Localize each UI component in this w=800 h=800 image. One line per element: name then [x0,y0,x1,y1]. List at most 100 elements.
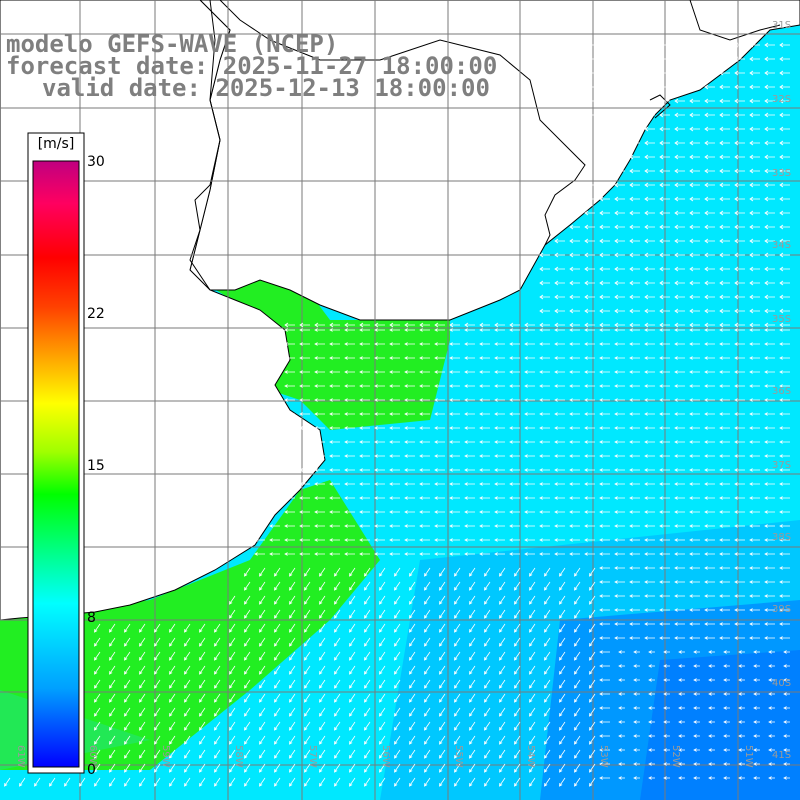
wind-arrow [674,328,685,332]
wind-arrow [614,294,625,300]
wind-arrow [599,412,610,416]
longitude-label: 56W [380,745,391,768]
wind-arrow [244,693,251,703]
wind-arrow [738,692,745,696]
wind-arrow [394,777,401,787]
wind-arrow [753,678,760,682]
wind-arrow [764,56,775,62]
wind-arrow [469,623,476,633]
wind-arrow [768,706,775,710]
wind-arrow [734,126,745,132]
wind-arrow [584,238,595,244]
wind-arrow [764,356,775,360]
wind-arrow [574,749,581,759]
wind-arrow [674,112,685,118]
wind-arrow [389,384,400,388]
wind-arrow [314,524,325,528]
wind-arrow [509,342,520,346]
wind-arrow [734,510,745,514]
wind-arrow [783,706,790,710]
wind-arrow [719,112,730,118]
wind-arrow [689,210,700,216]
wind-arrow [644,594,655,598]
wind-arrow [344,398,355,402]
wind-arrow [779,112,790,118]
wind-arrow [434,454,445,458]
wind-arrow [599,112,610,118]
wind-arrow [299,370,310,374]
wind-arrow [644,552,655,556]
wind-arrow [559,693,566,703]
wind-arrow [304,721,311,731]
wind-arrow [719,56,730,62]
wind-arrow [64,777,71,787]
wind-arrow [449,412,460,416]
wind-arrow [499,651,506,661]
wind-arrow [449,496,460,500]
wind-arrow [524,398,535,402]
wind-arrow [299,468,310,472]
wind-arrow [599,454,610,458]
wind-arrow [319,763,326,773]
wind-arrow [424,665,431,675]
wind-arrow [569,510,580,514]
wind-arrow [139,651,146,661]
wind-arrow [289,679,296,689]
wind-arrow [349,623,356,633]
wind-arrow [464,524,475,528]
wind-arrow [299,412,310,416]
wind-arrow [389,412,400,416]
wind-arrow [469,609,476,619]
wind-arrow [109,777,116,787]
wind-arrow [674,308,685,314]
wind-arrow [109,693,116,703]
wind-arrow [629,580,640,584]
wind-arrow [584,294,595,300]
wind-arrow [154,679,161,689]
wind-arrow [719,168,730,174]
wind-arrow [689,384,700,388]
wind-arrow [584,266,595,272]
wind-arrow [454,567,461,577]
wind-arrow [693,664,700,668]
wind-arrow [599,566,610,570]
wind-arrow [539,468,550,472]
wind-arrow [659,70,670,76]
wind-arrow [589,609,596,619]
wind-arrow [529,567,536,577]
wind-arrow [214,735,221,745]
wind-arrow [289,735,296,745]
wind-arrow [539,524,550,528]
wind-arrow [379,763,386,773]
wind-arrow [469,777,476,787]
wind-arrow [779,196,790,202]
wind-arrow [454,609,461,619]
wind-arrow [719,280,730,286]
wind-arrow [599,776,610,780]
wind-arrow [439,679,446,689]
wind-arrow [394,651,401,661]
wind-arrow [689,238,700,244]
wind-arrow [389,398,400,402]
wind-arrow [299,552,310,556]
wind-arrow [374,342,385,346]
wind-arrow [289,777,296,787]
wind-arrow [169,707,176,717]
wind-arrow [614,384,625,388]
wind-arrow [783,678,790,682]
wind-arrow [359,342,370,346]
wind-arrow [244,777,251,787]
wind-arrow [629,384,640,388]
wind-arrow [719,608,730,612]
wind-arrow [244,651,251,661]
wind-arrow [449,482,460,486]
wind-arrow [299,322,310,328]
wind-arrow [674,168,685,174]
wind-arrow [719,356,730,360]
wind-arrow [693,678,700,682]
wind-arrow [569,308,580,314]
wind-arrow [514,763,521,773]
model-title: modelo GEFS-WAVE (NCEP) [6,30,339,58]
wind-arrow [364,595,371,605]
wind-arrow [618,664,625,668]
